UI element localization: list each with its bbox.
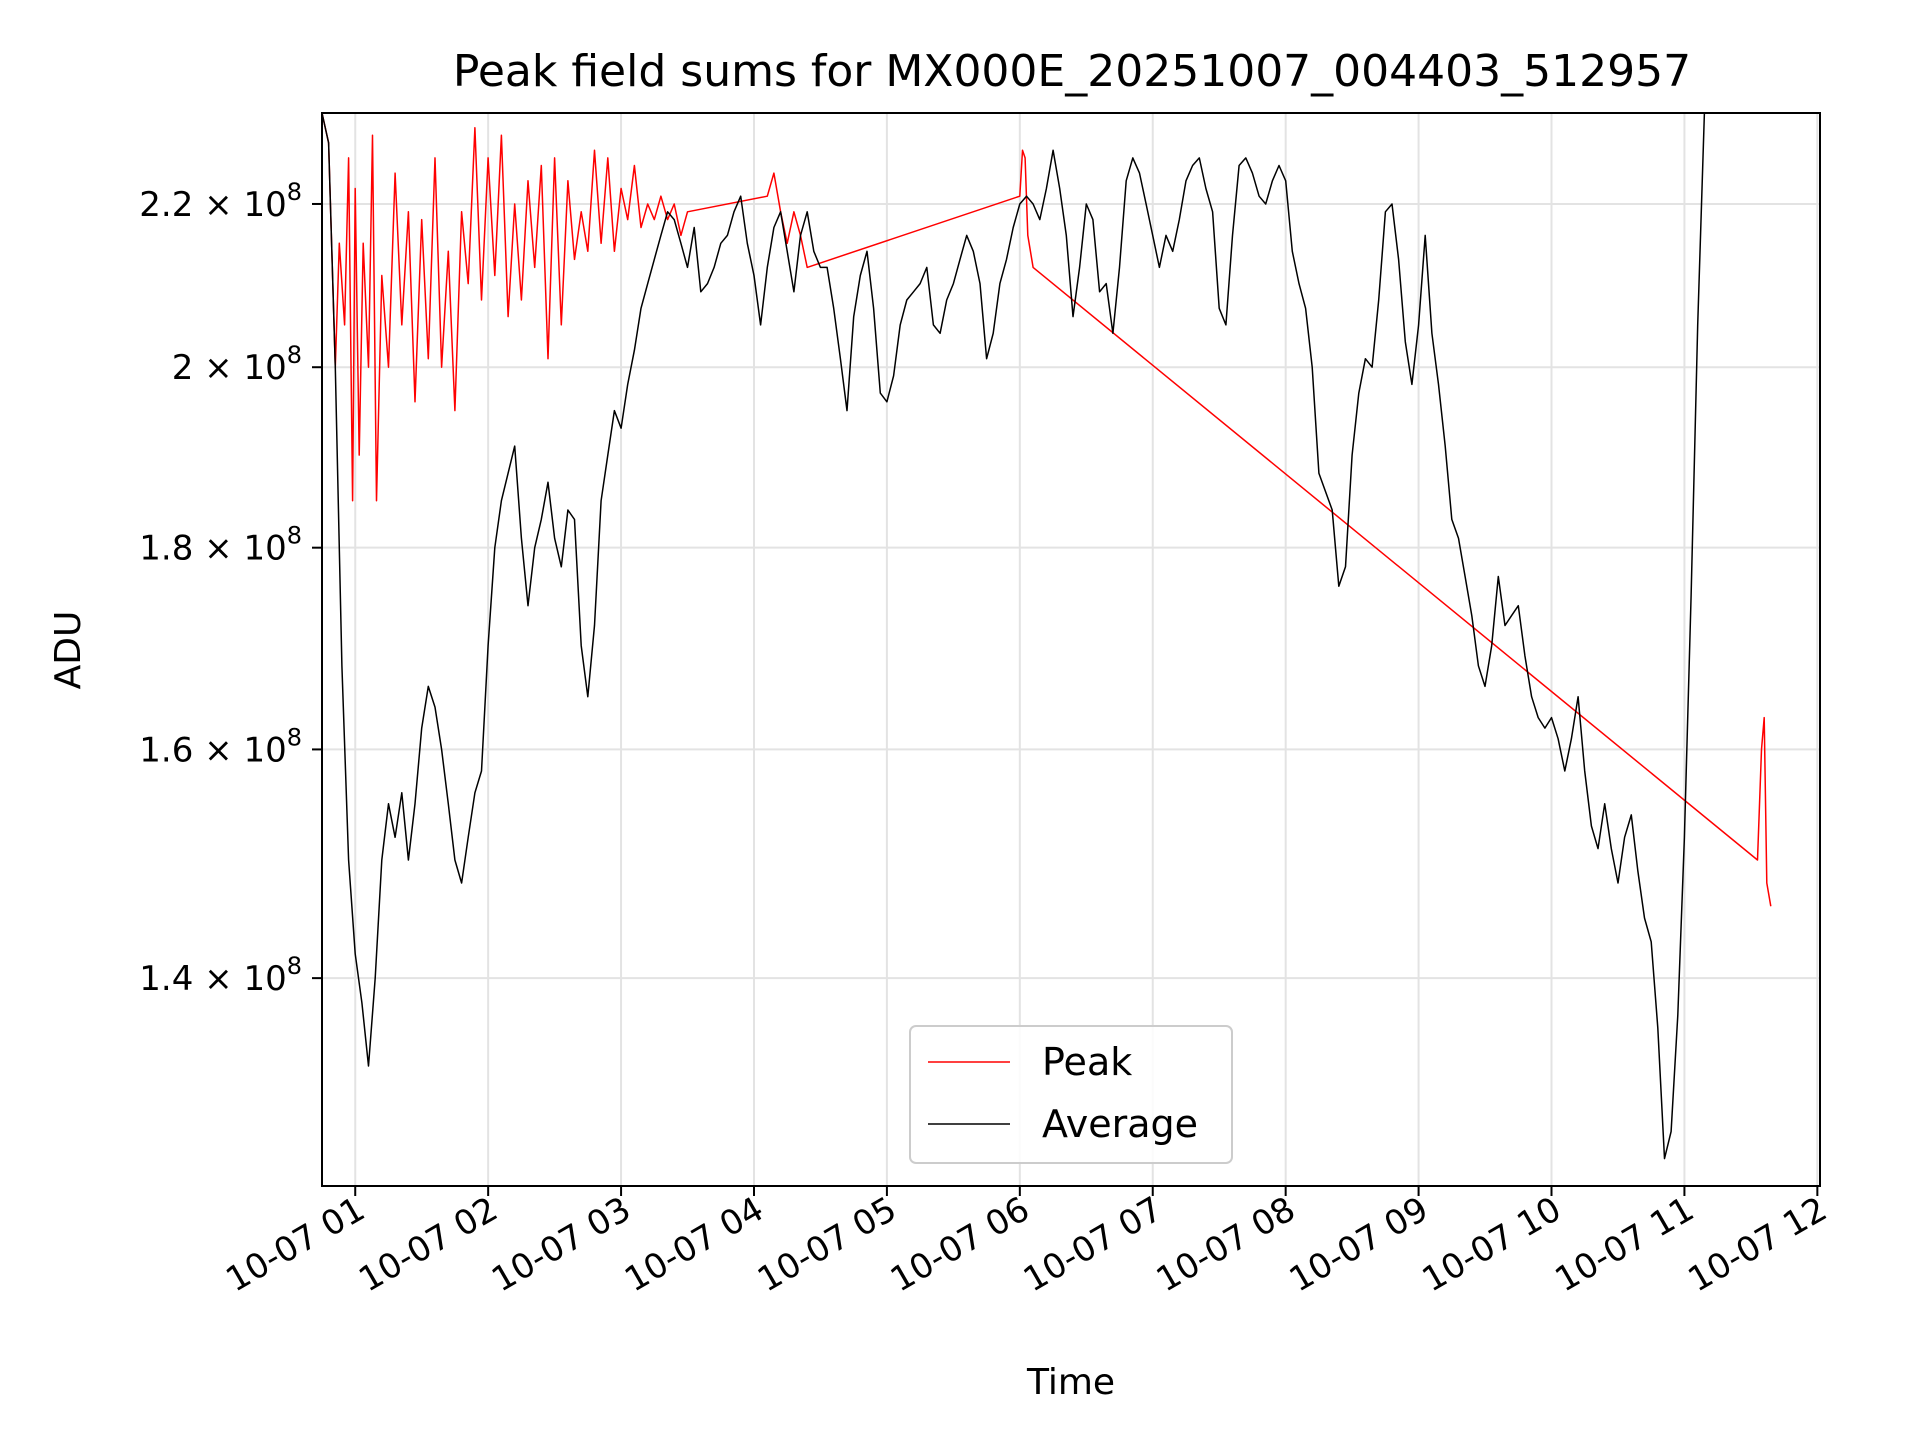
legend-peak-label: Peak <box>1042 1040 1132 1084</box>
y-tick-label: 1.6 × 108 <box>139 723 302 770</box>
legend: Peak Average <box>909 1025 1233 1164</box>
y-axis: 1.4 × 108 1.6 × 108 1.8 × 108 2 × 108 2.2 × … <box>139 178 322 999</box>
chart-title: Peak field sums for MX000E_20251007_0044… <box>453 46 1691 97</box>
peak-series-group <box>321 112 1772 907</box>
average-series-line <box>321 112 1711 1160</box>
y-tick-label: 1.8 × 108 <box>139 522 302 569</box>
average-series-group <box>321 112 1711 1160</box>
legend-average-label: Average <box>1042 1102 1198 1146</box>
y-tick-label: 2.2 × 108 <box>139 178 302 225</box>
x-axis-title: Time <box>1026 1362 1115 1403</box>
grid <box>322 113 1820 1186</box>
y-axis-title: ADU <box>48 611 89 690</box>
peak-series-line <box>321 112 1772 907</box>
plot-frame <box>321 112 1821 1187</box>
y-tick-label: 2 × 108 <box>172 341 302 388</box>
legend-box <box>909 1025 1233 1164</box>
y-tick-label: 1.4 × 108 <box>139 952 302 999</box>
